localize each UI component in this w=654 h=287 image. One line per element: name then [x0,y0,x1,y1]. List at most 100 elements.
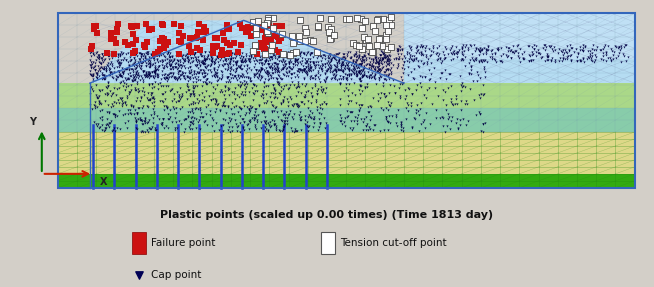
Point [182,78,193,83]
Point [330,68,341,72]
Point [347,110,357,115]
Point [148,56,159,60]
Point [95,125,105,129]
Point [279,59,290,64]
Point [354,43,364,48]
Point [262,71,273,76]
Point [261,57,271,61]
Point [235,80,245,85]
Point [373,91,384,96]
Point [133,90,143,95]
Point [215,109,225,114]
Point [146,74,156,78]
Point [319,116,330,121]
Point [212,55,222,59]
Point [264,61,274,66]
Point [137,89,148,93]
Point [325,52,336,57]
Point [120,77,131,82]
Point [97,66,107,71]
Point [316,87,326,92]
Bar [320,232,335,254]
Point [145,73,156,78]
Point [292,81,303,86]
Point [189,53,199,57]
Point [313,86,324,91]
Point [249,113,260,118]
Point [352,119,362,124]
Point [167,87,178,91]
Point [173,70,183,75]
Point [131,126,141,130]
Point [192,59,203,64]
Point [528,43,539,48]
Point [425,122,436,127]
Point [572,58,583,63]
Point [331,69,341,74]
Point [124,77,134,81]
Point [251,67,262,72]
Point [176,122,186,127]
Point [249,83,259,88]
Point [232,125,243,129]
Point [527,53,538,57]
Point [460,85,470,90]
Point [267,25,278,30]
Point [299,66,309,71]
Point [188,92,199,96]
Point [190,36,201,40]
Point [283,53,293,58]
Point [167,120,178,124]
Point [270,24,281,29]
Point [92,95,102,100]
Point [186,68,197,73]
Point [411,110,421,115]
Point [196,98,207,103]
Point [199,98,209,103]
Point [99,77,109,82]
Point [213,73,223,78]
Point [437,59,447,63]
Point [342,108,353,113]
Point [424,77,435,82]
Point [399,60,409,64]
Point [513,51,523,56]
Point [355,64,366,69]
Point [424,47,434,51]
Point [192,63,203,68]
Point [496,45,506,50]
Point [222,105,233,109]
Point [331,69,341,74]
Point [325,65,336,70]
Point [254,58,264,63]
Point [303,65,313,70]
Point [165,62,176,66]
Point [265,57,275,62]
Point [445,48,456,53]
Point [315,79,325,84]
Point [334,58,344,63]
Point [136,129,146,134]
Point [466,64,477,68]
Point [237,57,247,61]
Point [273,114,284,119]
Point [409,76,419,81]
Point [198,61,208,65]
Point [160,54,171,59]
Point [180,77,190,82]
Point [341,82,351,86]
Point [109,126,120,131]
Point [191,76,201,81]
Point [352,54,362,59]
Point [100,65,111,69]
Point [479,59,489,63]
Point [215,90,226,94]
Point [355,75,366,80]
Point [384,76,394,81]
Point [235,56,245,60]
Point [122,77,133,82]
Point [279,121,289,126]
Point [209,60,219,64]
Point [256,75,266,80]
Point [115,60,126,65]
